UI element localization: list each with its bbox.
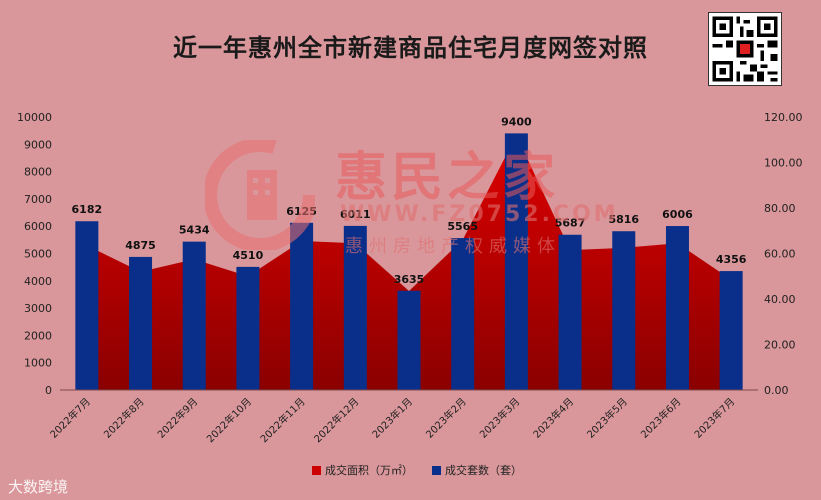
y-right-tick-6: 120.00: [764, 111, 803, 124]
bar-1: [129, 256, 153, 390]
watermark-slogan: 惠州房地产权威媒体: [345, 236, 561, 257]
x-tick-4: 2022年11月: [257, 395, 307, 445]
data-label-1: 4875: [125, 239, 156, 252]
x-tick-5: 2022年12月: [311, 395, 361, 445]
y-right-tick-5: 100.00: [764, 157, 803, 170]
y-left-tick-9: 9000: [24, 138, 52, 151]
x-tick-2: 2022年9月: [155, 395, 201, 441]
data-label-7: 5565: [447, 220, 478, 233]
y-left-tick-10: 10000: [17, 111, 52, 124]
bar-12: [719, 271, 743, 390]
bar-6: [397, 290, 421, 390]
x-tick-8: 2023年3月: [477, 395, 523, 441]
y-left-tick-4: 4000: [24, 275, 52, 288]
data-label-2: 5434: [179, 224, 210, 237]
x-tick-3: 2022年10月: [204, 395, 254, 445]
y-left-tick-8: 8000: [24, 166, 52, 179]
watermark-brand: 惠民之家: [335, 148, 560, 208]
y-left-tick-1: 1000: [24, 357, 52, 370]
y-left-tick-5: 5000: [24, 248, 52, 261]
bar-7: [451, 238, 475, 390]
data-label-11: 6006: [662, 208, 693, 221]
bar-3: [236, 266, 260, 390]
data-label-10: 5816: [608, 213, 639, 226]
bar-4: [290, 222, 314, 390]
legend-label-0: 成交面积（万㎡）: [325, 463, 413, 477]
watermark-url: WWW.FZ0752.COM: [340, 202, 619, 227]
data-label-3: 4510: [233, 249, 264, 262]
data-label-6: 3635: [394, 273, 425, 286]
bar-9: [558, 234, 582, 390]
watermark-logo-icon: [205, 140, 315, 250]
y-left-tick-2: 2000: [24, 329, 52, 342]
bar-5: [343, 225, 367, 390]
data-label-8: 9400: [501, 115, 532, 128]
x-tick-6: 2023年1月: [369, 395, 415, 441]
legend-swatch-1: [432, 466, 441, 475]
data-label-5: 6011: [340, 208, 371, 221]
data-label-0: 6182: [72, 203, 103, 216]
chart-title: 近一年惠州全市新建商品住宅月度网签对照: [173, 34, 648, 62]
y-left-tick-0: 0: [45, 384, 52, 397]
data-label-9: 5687: [555, 217, 586, 230]
bar-11: [665, 226, 689, 390]
y-left-tick-3: 3000: [24, 302, 52, 315]
y-right-tick-2: 40.00: [764, 293, 796, 306]
x-tick-9: 2023年4月: [530, 395, 576, 441]
y-left-tick-6: 6000: [24, 220, 52, 233]
qr-code-icon: [708, 12, 782, 86]
legend-label-1: 成交套数（套）: [445, 463, 522, 477]
y-right-tick-3: 60.00: [764, 248, 796, 261]
bar-0: [75, 221, 99, 390]
y-right-tick-4: 80.00: [764, 202, 796, 215]
y-left-tick-7: 7000: [24, 193, 52, 206]
x-tick-11: 2023年6月: [638, 395, 684, 441]
x-tick-0: 2022年7月: [47, 395, 93, 441]
bar-10: [612, 231, 636, 390]
footer-logo: 大数跨境: [8, 478, 69, 496]
x-tick-7: 2023年2月: [423, 395, 469, 441]
y-right-tick-0: 0.00: [764, 384, 789, 397]
x-tick-10: 2023年5月: [584, 395, 630, 441]
bar-8: [504, 133, 528, 390]
x-tick-12: 2023年7月: [691, 395, 737, 441]
bar-2: [182, 241, 206, 390]
legend-swatch-0: [312, 466, 321, 475]
y-right-tick-1: 20.00: [764, 339, 796, 352]
data-label-12: 4356: [716, 253, 747, 266]
x-tick-1: 2022年8月: [101, 395, 147, 441]
